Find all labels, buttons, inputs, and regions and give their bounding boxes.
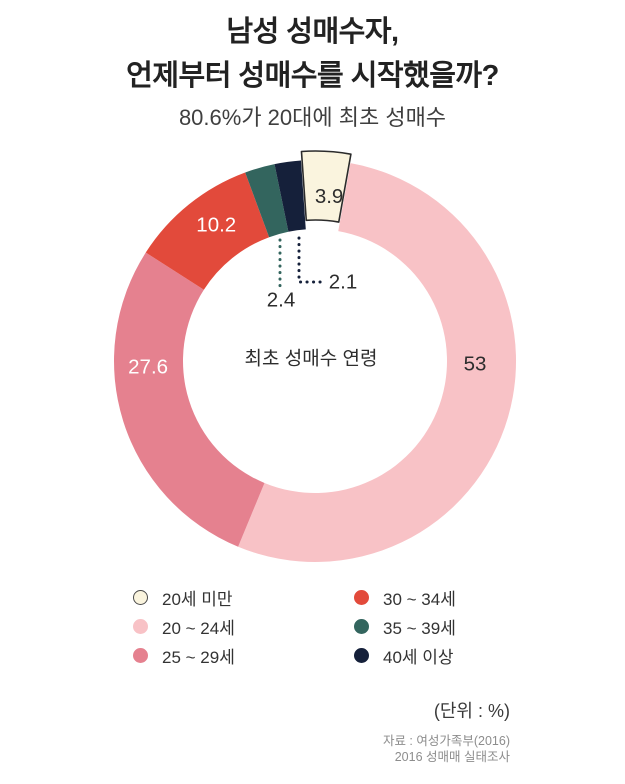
- legend-swatch-20-24-icon: [133, 618, 148, 634]
- donut-slice-2: [114, 252, 265, 547]
- legend-label: 40세 이상: [383, 647, 454, 667]
- donut-slice-0: [300, 150, 352, 223]
- slice-value-label-4: 2.4: [267, 289, 296, 312]
- leader-line-5: [297, 236, 323, 284]
- legend-item-40-plus: 40세 이상: [354, 646, 456, 667]
- donut-slice-3: [145, 172, 270, 290]
- legend-swatch-35-39-icon: [354, 618, 369, 634]
- legend-column-left: 20세 미만 20 ~ 24세 25 ~ 29세: [133, 588, 235, 675]
- legend-swatch-25-29-icon: [133, 647, 148, 663]
- source-line-2: 2016 성매매 실태조사: [394, 750, 510, 764]
- source-credit: 자료 : 여성가족부(2016) 2016 성매매 실태조사: [383, 733, 510, 765]
- page-subtitle: 80.6%가 20대에 최초 성매수: [178, 105, 447, 130]
- slice-value-label-3: 10.2: [196, 214, 236, 237]
- slice-value-label-0: 3.9: [315, 185, 344, 208]
- donut-slice-5: [274, 160, 306, 232]
- donut-slice-4: [245, 164, 289, 238]
- legend-swatch-40-plus-icon: [354, 647, 369, 663]
- legend-swatch-30-34-icon: [354, 589, 369, 605]
- legend-item-20-24: 20 ~ 24세: [133, 617, 235, 638]
- donut-slice-1: [238, 163, 517, 563]
- source-line-1: 자료 : 여성가족부(2016): [382, 734, 510, 748]
- legend-label: 20 ~ 24세: [162, 618, 235, 638]
- slice-value-label-1: 53: [464, 352, 487, 375]
- chart-header: 남성 성매수자, 언제부터 성매수를 시작했을까? 80.6%가 20대에 최초…: [0, 10, 625, 131]
- legend-item-25-29: 25 ~ 29세: [133, 646, 235, 667]
- page-title-line-2: 언제부터 성매수를 시작했을까?: [126, 60, 499, 92]
- donut-center-label: 최초 성매수 연령: [245, 348, 378, 370]
- unit-note: (단위 : %): [433, 701, 510, 721]
- legend-swatch-under-20-icon: [133, 589, 148, 605]
- legend-label: 35 ~ 39세: [383, 618, 456, 638]
- legend-item-35-39: 35 ~ 39세: [354, 617, 456, 638]
- legend-label: 30 ~ 34세: [383, 589, 456, 609]
- slice-value-label-2: 27.6: [128, 355, 168, 378]
- page-title-line-1: 남성 성매수자,: [226, 16, 399, 48]
- legend-label: 20세 미만: [162, 589, 233, 609]
- legend-label: 25 ~ 29세: [162, 647, 235, 667]
- slice-value-label-5: 2.1: [329, 271, 358, 294]
- legend-item-under-20: 20세 미만: [133, 588, 235, 609]
- legend-item-30-34: 30 ~ 34세: [354, 588, 456, 609]
- legend-column-right: 30 ~ 34세 35 ~ 39세 40세 이상: [354, 588, 456, 675]
